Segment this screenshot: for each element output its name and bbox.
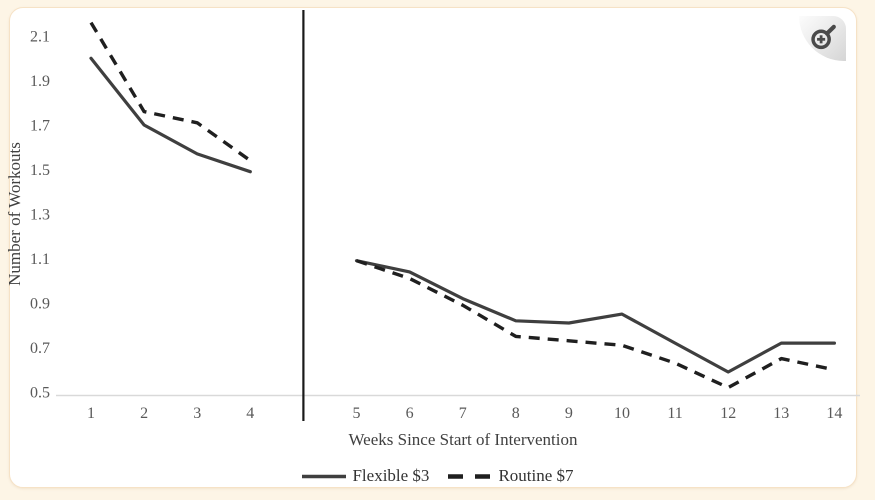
x-axis-title: Weeks Since Start of Intervention: [348, 430, 578, 449]
legend-item-routine: Routine $7: [447, 466, 574, 486]
dashed-line-sample: [448, 473, 493, 479]
legend-label-routine: Routine $7: [498, 466, 574, 485]
zoom-in-button[interactable]: [799, 16, 846, 61]
chart-card: [9, 7, 857, 488]
solid-line-sample: [302, 474, 347, 478]
legend-label-flexible: Flexible $3: [352, 466, 430, 485]
y-axis-title: Number of Workouts: [5, 142, 24, 286]
legend-item-flexible: Flexible $3: [301, 466, 429, 486]
chart-legend: Flexible $3 Routine $7: [0, 466, 875, 486]
zoom-in-icon: [810, 24, 836, 49]
